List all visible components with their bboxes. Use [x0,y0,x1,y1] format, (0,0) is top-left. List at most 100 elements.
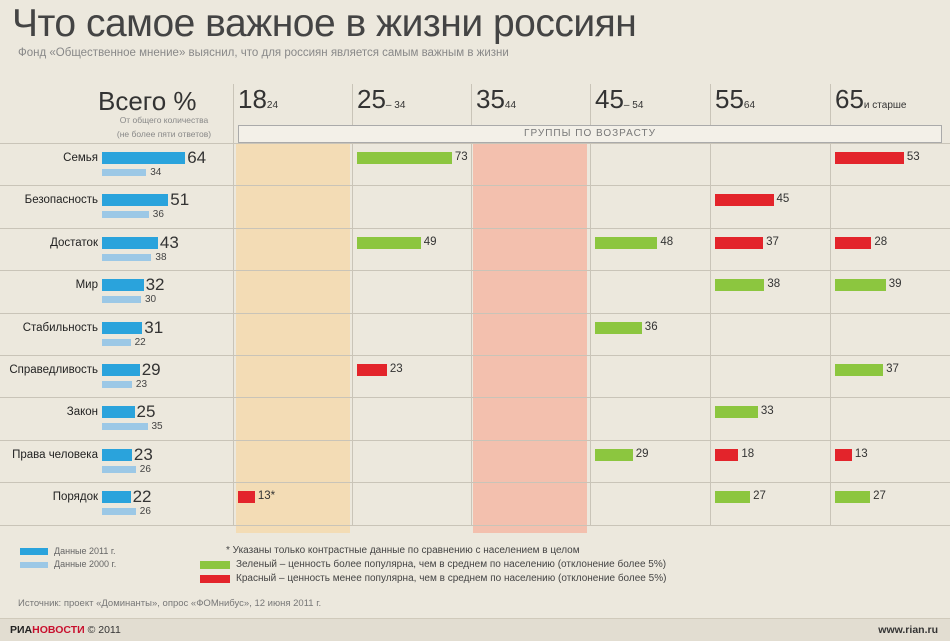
age-group-bar [715,279,765,292]
total-2011-value: 25 [136,402,156,422]
category-label: Достаток [50,236,98,249]
age-group-bar [835,152,904,164]
age-group-bar [595,448,633,461]
age-group-value: 33 [760,405,774,418]
legend-2000-swatch [20,562,48,568]
category-label: Закон [66,406,98,419]
age-group-bar [595,321,642,334]
total-2011-value: 32 [145,275,165,295]
age-group-bar [835,448,852,461]
total-2000-bar [102,465,136,473]
total-2000-bar [102,211,149,219]
row-divider [0,397,950,398]
total-2011-bar [102,491,131,504]
total-2000-value: 23 [135,379,148,390]
total-2000-bar [102,296,141,304]
footer-site-link[interactable]: www.rian.ru [878,624,938,636]
total-2011-bar [102,279,144,292]
age-group-header: 5564 [715,84,755,115]
age-group-bar [357,152,452,164]
total-2000-bar [102,508,136,516]
age-group-sub: и старше [863,100,907,111]
age-group-bar [835,491,871,504]
total-2011-value: 31 [144,317,164,337]
age-group-bar [835,236,872,249]
total-2000-value: 38 [155,251,167,263]
page-subtitle: Фонд «Общественное мнение» выяснил, что … [18,47,509,59]
total-2000-value: 30 [145,294,157,306]
age-group-value: 39 [888,278,902,291]
age-group-header: 1824 [238,84,278,115]
age-group-value: 48 [660,235,674,248]
page-title: Что самое важное в жизни россиян [12,2,637,45]
total-2011-bar [102,236,158,249]
total-2011-bar [102,364,140,376]
total-2011-value: 23 [133,444,153,464]
category-label: Мир [75,279,98,292]
age-group-value: 13* [257,490,276,503]
age-group-sub: 24 [266,100,279,111]
brand-ria: РИА [10,624,33,636]
total-2000-value: 26 [139,463,151,475]
age-group-value: 38 [767,278,781,291]
legend-red-swatch [200,575,230,583]
age-group-value: 49 [423,235,437,248]
row-divider [0,143,950,144]
age-group-sub: 64 [743,100,756,111]
total-2000-value: 22 [134,336,146,348]
age-group-value: 18 [741,447,755,460]
age-group-sub: 44 [504,100,517,111]
row-divider [0,482,950,483]
age-group-bar [357,236,421,249]
total-2011-bar [102,448,132,461]
row-divider [0,313,950,314]
age-group-sub: – 34 [385,100,406,111]
age-group-sub: – 54 [623,100,644,111]
age-group-bar [238,491,255,504]
total-2011-value: 43 [159,232,179,252]
age-group-main: 35 [476,84,505,114]
column-divider [352,84,353,525]
row-divider [0,270,950,271]
age-group-value: 37 [766,235,779,248]
total-2011-value: 64 [187,148,207,167]
age-group-main: 55 [715,84,744,114]
category-label: Права человека [12,448,98,461]
age-group-value: 27 [753,490,766,503]
column-divider [233,84,234,525]
total-2000-bar [102,423,148,431]
total-2011-bar [102,152,186,164]
age-group-bar [835,279,886,292]
category-label: Стабильность [22,321,98,334]
age-group-bar [357,364,387,376]
stripe-18-24 [236,143,350,533]
source-note: Источник: проект «Доминанты», опрос «ФОМ… [18,598,322,609]
age-group-main: 45 [595,84,624,114]
row-divider [0,185,950,186]
column-divider [830,84,831,525]
category-label: Семья [63,152,98,164]
legend-note: * Указаны только контрастные данные по с… [226,545,580,556]
age-group-bar [715,236,764,249]
total-2000-value: 34 [150,167,162,178]
total-2000-bar [102,169,147,176]
age-group-value: 36 [644,320,658,333]
legend-2000-label: Данные 2000 г. [54,559,117,569]
age-group-value: 37 [886,363,899,375]
row-divider [0,525,950,526]
footer: РИАНОВОСТИ © 2011 www.rian.ru [0,618,950,641]
category-label: Порядок [52,491,98,504]
total-note: От общего количества [119,115,209,125]
legend-2011-label: Данные 2011 г. [54,546,116,556]
total-2000-value: 26 [139,506,151,518]
age-group-value: 13 [854,447,868,460]
footer-brand: РИАНОВОСТИ © 2011 [10,624,121,636]
age-group-bar [715,406,758,419]
category-label: Справедливость [9,364,98,376]
total-2000-value: 36 [152,209,164,221]
column-divider [710,84,711,525]
legend-2011-swatch [20,548,48,555]
total-2000-bar [102,253,152,261]
age-group-main: 18 [238,84,267,114]
age-group-header: 25– 34 [357,84,405,115]
